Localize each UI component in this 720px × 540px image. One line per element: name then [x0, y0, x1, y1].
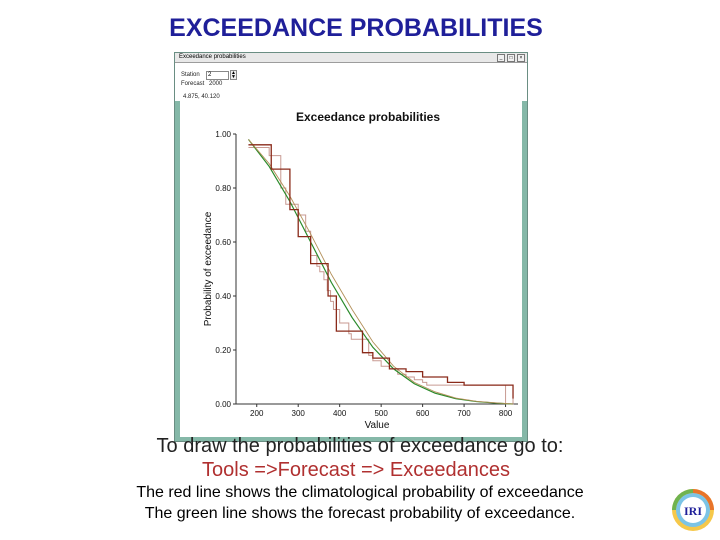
- window-title: Exceedance probabilities: [179, 54, 246, 60]
- x-tick-label: 600: [416, 409, 430, 418]
- exceedance-window: Exceedance probabilities _ □ × Station 2 ▲…: [174, 52, 528, 442]
- x-tick-label: 200: [250, 409, 264, 418]
- y-tick-label: 0.40: [215, 292, 231, 301]
- x-axis-label: Value: [365, 420, 390, 431]
- x-tick-label: 300: [292, 409, 306, 418]
- plot-area: Exceedance probabilities 0.00 0.20 0.40 0.6…: [180, 101, 522, 437]
- x-tick-label: 700: [457, 409, 471, 418]
- window-titlebar: Exceedance probabilities _ □ ×: [175, 53, 527, 63]
- iri-logo: IRI: [672, 489, 714, 531]
- forecast-label: Forecast: [181, 81, 205, 87]
- x-tick-label: 800: [499, 409, 513, 418]
- window-controls: _ □ ×: [495, 54, 525, 63]
- y-tick-label: 0.60: [215, 238, 231, 247]
- close-icon[interactable]: ×: [517, 54, 525, 62]
- x-tick-label: 500: [374, 409, 388, 418]
- y-tick-label: 0.20: [215, 346, 231, 355]
- options-panel: Station 2 ▲ ▼ Forecast 2000 4.875, 40.120: [175, 63, 527, 101]
- slide-title: EXCEEDANCE PROBABILITIES: [169, 14, 543, 42]
- forecast-value: 2000: [209, 81, 223, 87]
- maximize-icon[interactable]: □: [507, 54, 515, 62]
- red-line-note: The red line shows the climatological pr…: [136, 484, 584, 501]
- series-line-3: [248, 144, 514, 399]
- green-line-note: The green line shows the forecast probab…: [144, 505, 576, 522]
- station-spinner[interactable]: ▲ ▼: [230, 70, 237, 80]
- menu-path-text: Tools =>Forecast => Exceedances: [202, 459, 510, 481]
- instruction-text: To draw the probabilities of exceedance …: [156, 435, 564, 457]
- x-tick-label: 400: [333, 409, 347, 418]
- series-line-0: [248, 147, 514, 405]
- chart-title: Exceedance probabilities: [296, 110, 440, 124]
- station-label: Station: [181, 72, 200, 78]
- y-tick-label: 0.80: [215, 184, 231, 193]
- coords-readout: 4.875, 40.120: [183, 94, 220, 100]
- y-tick-label: 1.00: [215, 130, 231, 139]
- minimize-icon[interactable]: _: [497, 54, 505, 62]
- exceedance-chart: Exceedance probabilities 0.00 0.20 0.40 0.6…: [203, 110, 518, 431]
- y-axis-label: Probability of exceedance: [203, 211, 214, 326]
- series-line-2: [248, 139, 514, 405]
- station-field[interactable]: 2: [206, 71, 229, 80]
- y-tick-label: 0.00: [215, 400, 231, 409]
- logo-text: IRI: [684, 504, 702, 518]
